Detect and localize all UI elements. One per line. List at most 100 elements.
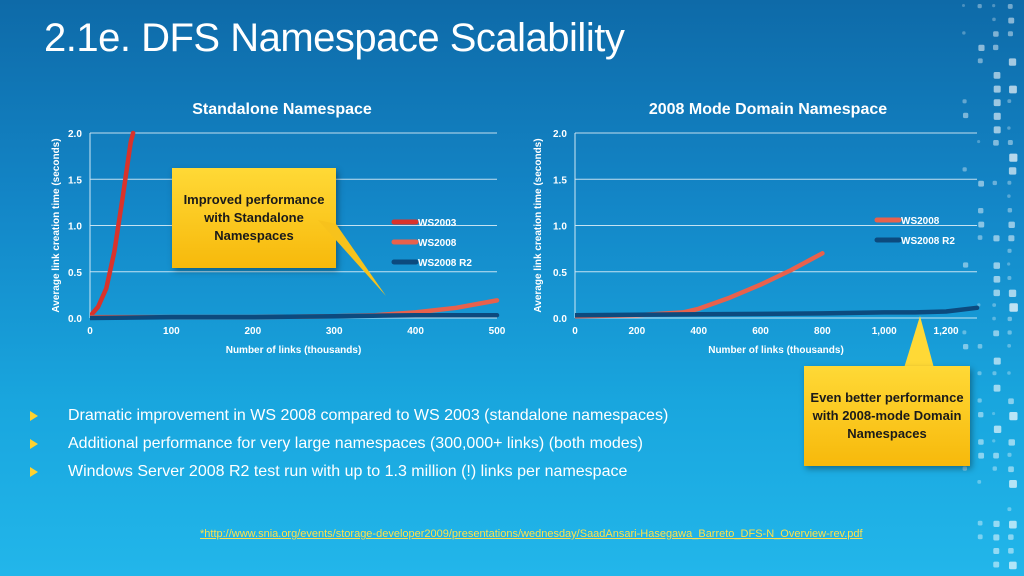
decorative-dot: [962, 262, 969, 268]
chart-title: 2008 Mode Domain Namespace: [649, 101, 887, 118]
x-tick-label: 1,000: [872, 326, 897, 337]
decorative-dot: [992, 4, 996, 8]
page-title: 2.1e. DFS Namespace Scalability: [44, 16, 625, 60]
series-line-ws2003: [90, 130, 136, 319]
decorative-dot: [1008, 58, 1017, 66]
decorative-dot: [992, 439, 996, 443]
decorative-dot: [978, 412, 984, 418]
y-axis-label: Average link creation time (seconds): [51, 138, 62, 312]
decorative-dot: [992, 303, 997, 307]
decorative-dot: [1009, 520, 1017, 529]
decorative-dot: [993, 534, 1000, 541]
decorative-dot: [1007, 452, 1012, 457]
legend-label: WS2008: [418, 238, 457, 249]
decorative-dot: [978, 452, 985, 459]
y-tick-label: 0.0: [553, 314, 567, 325]
bullet-item: Additional performance for very large na…: [30, 430, 668, 458]
decorative-dot: [1007, 99, 1012, 104]
decorative-dot: [978, 221, 985, 228]
decorative-dot: [992, 371, 997, 376]
decorative-dot: [1009, 85, 1017, 94]
decorative-dot: [992, 180, 997, 186]
x-tick-label: 0: [572, 326, 578, 337]
decorative-dot: [993, 235, 1000, 242]
decorative-dot: [977, 58, 983, 64]
x-tick-label: 200: [244, 326, 261, 337]
decorative-dot: [1007, 140, 1013, 146]
y-tick-label: 1.5: [553, 175, 567, 186]
decorative-dot: [992, 316, 996, 321]
x-tick-label: 500: [489, 326, 506, 337]
y-axis-label: Average link creation time (seconds): [533, 138, 544, 312]
decorative-dot: [993, 31, 999, 37]
decorative-dot: [993, 72, 1001, 79]
y-tick-label: 1.0: [553, 222, 567, 233]
decorative-dot: [1008, 17, 1015, 24]
bullet-item: Dramatic improvement in WS 2008 compared…: [30, 402, 668, 430]
decorative-dot: [993, 140, 999, 146]
bullet-arrow-icon: [30, 439, 38, 449]
decorative-dot: [977, 235, 983, 240]
decorative-dot: [1009, 480, 1017, 488]
x-axis-label: Number of links (thousands): [226, 345, 362, 356]
x-tick-label: 400: [690, 326, 707, 337]
legend-label: WS2008 R2: [901, 236, 955, 247]
decorative-dot: [1007, 248, 1012, 253]
y-tick-label: 2.0: [68, 129, 82, 140]
legend-label: WS2003: [418, 218, 457, 229]
decorative-dot: [993, 548, 1000, 554]
decorative-dot: [1007, 276, 1012, 280]
decorative-dot: [993, 561, 1000, 568]
decorative-dot: [993, 384, 1001, 392]
decorative-dot: [993, 99, 1001, 107]
decorative-dot: [1007, 344, 1011, 348]
decorative-dot: [978, 439, 984, 445]
decorative-dot: [977, 398, 982, 403]
decorative-dot: [962, 31, 966, 35]
y-tick-label: 0.5: [553, 268, 567, 279]
x-tick-label: 800: [814, 326, 831, 337]
chart-title: Standalone Namespace: [192, 101, 372, 118]
decorative-dot: [1008, 534, 1014, 540]
x-tick-label: 600: [752, 326, 769, 337]
series-line-ws2008-r2: [575, 305, 980, 318]
decorative-dot: [1009, 412, 1018, 421]
decorative-dot: [1008, 221, 1015, 229]
decorative-dot: [962, 99, 967, 104]
x-tick-label: 400: [407, 326, 424, 337]
decorative-dot: [962, 466, 968, 471]
decorative-dot: [993, 452, 999, 459]
decorative-dot: [1007, 180, 1012, 185]
decorative-dot: [993, 126, 1001, 134]
decorative-dot: [1009, 303, 1018, 312]
decorative-dot: [993, 85, 1001, 93]
legend-label: WS2008 R2: [418, 258, 472, 269]
decorative-dot: [1008, 167, 1017, 175]
decorative-dot: [977, 371, 982, 376]
decorative-dot: [1008, 439, 1015, 446]
y-tick-label: 1.5: [68, 175, 82, 186]
y-tick-label: 2.0: [553, 129, 567, 140]
callout-domain: Even better performance with 2008-mode D…: [804, 366, 970, 466]
decorative-dot: [1007, 208, 1013, 213]
bullet-arrow-icon: [30, 467, 38, 477]
decorative-dot: [977, 344, 983, 349]
decorative-dot: [993, 289, 1000, 297]
footnote-link[interactable]: *http://www.snia.org/events/storage-deve…: [200, 528, 863, 540]
decorative-dot: [962, 112, 969, 119]
decorative-dot: [1008, 289, 1017, 297]
decorative-dot: [977, 303, 981, 307]
decorative-dot: [962, 4, 965, 7]
decorative-dot: [1009, 153, 1018, 162]
decorative-dot: [1007, 31, 1013, 37]
bullet-item: Windows Server 2008 R2 test run with up …: [30, 458, 668, 486]
decorative-dot: [1008, 548, 1014, 554]
decorative-dot: [993, 262, 1001, 269]
decorative-dot: [1007, 4, 1013, 9]
x-tick-label: 200: [629, 326, 646, 337]
decorative-dot: [1007, 262, 1011, 266]
decorative-dot: [977, 534, 983, 540]
x-tick-label: 1,200: [934, 326, 959, 337]
x-axis-label: Number of links (thousands): [708, 345, 844, 356]
decorative-dot: [962, 330, 967, 335]
